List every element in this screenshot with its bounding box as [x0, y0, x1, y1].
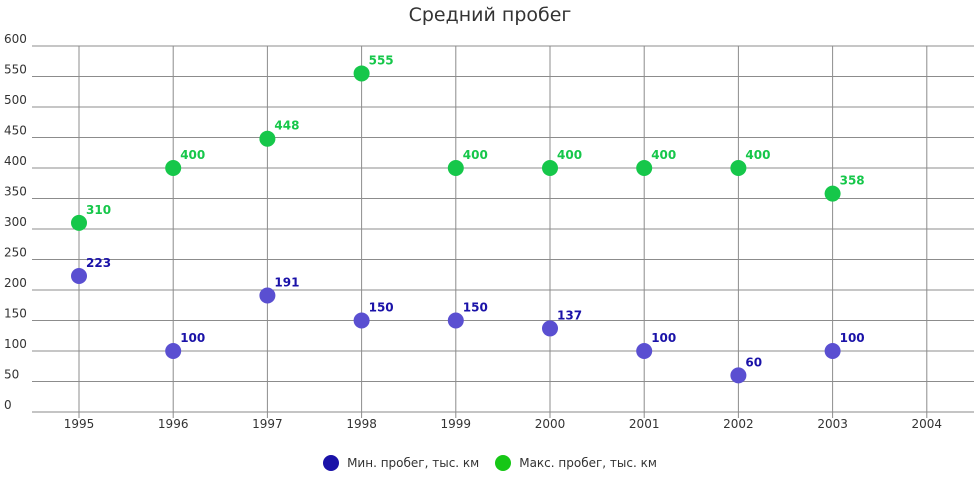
max-mileage-point[interactable] [353, 65, 370, 82]
y-tick-label: 400 [4, 154, 27, 168]
y-tick-label: 350 [4, 185, 27, 199]
min-mileage-point[interactable] [165, 343, 182, 359]
y-tick-label: 50 [4, 368, 19, 382]
y-tick-label: 600 [4, 32, 27, 46]
max-mileage-point[interactable] [71, 214, 87, 231]
y-tick-label: 250 [4, 246, 27, 260]
y-tick-label: 100 [4, 337, 27, 351]
y-tick-label: 300 [4, 215, 27, 229]
min-mileage-point[interactable] [353, 312, 370, 329]
min-mileage-point[interactable] [447, 312, 464, 329]
data-label: 448 [274, 119, 299, 133]
legend-marker-icon [323, 455, 340, 471]
data-label: 400 [463, 148, 488, 162]
x-tick-label: 2000 [535, 417, 566, 431]
y-tick-label: 0 [4, 398, 12, 412]
legend: Мин. пробег, тыс. км Макс. пробег, тыс. … [0, 455, 980, 471]
data-label: 100 [651, 331, 676, 345]
data-label: 400 [745, 148, 770, 162]
data-label: 100 [180, 331, 205, 345]
data-label: 555 [369, 53, 394, 67]
x-tick-label: 2002 [723, 417, 754, 431]
max-mileage-point[interactable] [447, 160, 464, 176]
data-label: 100 [840, 331, 865, 345]
data-label: 137 [557, 308, 582, 322]
x-tick-label: 1996 [158, 417, 189, 431]
max-mileage-point[interactable] [636, 160, 653, 176]
max-mileage-point[interactable] [730, 160, 747, 176]
min-mileage-point[interactable] [542, 320, 558, 337]
y-tick-label: 500 [4, 93, 27, 107]
x-tick-label: 1999 [441, 417, 472, 431]
max-mileage-point[interactable] [259, 130, 276, 147]
x-tick-label: 2001 [629, 417, 660, 431]
data-label: 358 [840, 174, 865, 188]
data-label: 400 [180, 148, 205, 162]
legend-label-min: Мин. пробег, тыс. км [347, 456, 480, 470]
min-mileage-point[interactable] [824, 343, 841, 359]
x-tick-label: 1997 [252, 417, 283, 431]
max-mileage-point[interactable] [165, 160, 182, 176]
data-label: 310 [86, 203, 111, 217]
axes: 0 50 100 150 200 250 300 350 400 450 500 550 600 1995… [4, 32, 942, 431]
data-label: 400 [557, 148, 582, 162]
y-tick-label: 200 [4, 276, 27, 290]
data-label: 150 [463, 301, 488, 315]
data-points [71, 65, 841, 384]
legend-item-max[interactable]: Макс. пробег, тыс. км [495, 455, 657, 471]
min-mileage-point[interactable] [730, 367, 747, 384]
max-mileage-point[interactable] [824, 185, 841, 202]
y-tick-label: 150 [4, 307, 27, 321]
y-tick-label: 550 [4, 63, 27, 77]
data-label: 400 [651, 148, 676, 162]
data-label: 60 [745, 355, 762, 369]
legend-item-min[interactable]: Мин. пробег, тыс. км [323, 455, 479, 471]
min-mileage-point[interactable] [71, 267, 87, 284]
legend-marker-icon [495, 455, 512, 471]
x-tick-label: 1998 [346, 417, 377, 431]
x-tick-label: 2004 [912, 417, 943, 431]
data-label: 150 [369, 301, 394, 315]
data-label: 223 [86, 256, 111, 270]
legend-label-max: Макс. пробег, тыс. км [519, 456, 657, 470]
x-tick-label: 2003 [817, 417, 848, 431]
data-label: 191 [274, 275, 299, 289]
data-labels: 223 100 191 150 150 137 100 60 100 310 400 448 555 40… [86, 53, 865, 369]
min-mileage-point[interactable] [636, 343, 653, 359]
min-mileage-point[interactable] [259, 287, 276, 304]
x-tick-label: 1995 [64, 417, 95, 431]
grid [32, 45, 974, 418]
max-mileage-point[interactable] [542, 160, 558, 176]
chart-title: Средний пробег [408, 4, 572, 26]
y-tick-label: 450 [4, 124, 27, 138]
